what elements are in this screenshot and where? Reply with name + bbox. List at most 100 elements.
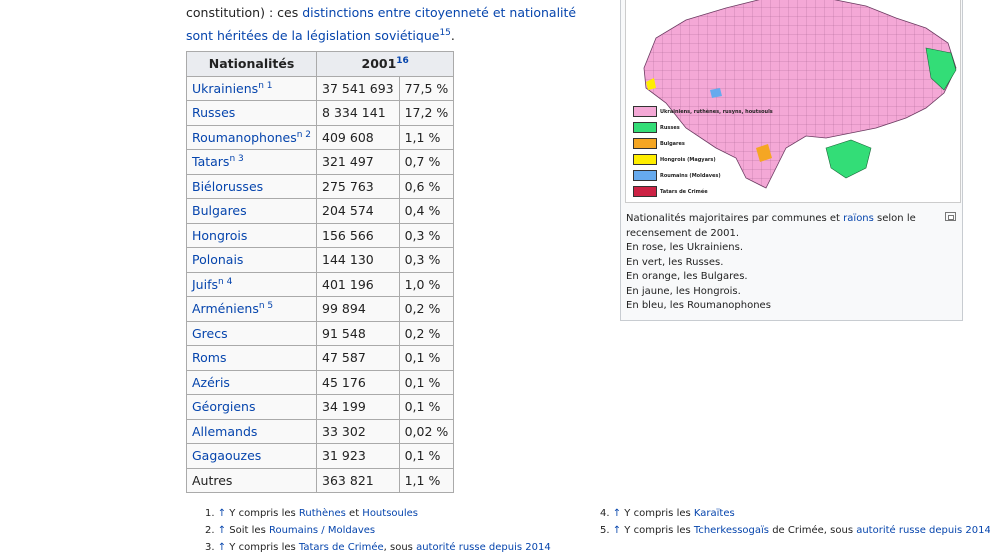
table-row: Juifsn 4 401 196 1,0 % bbox=[185, 271, 455, 297]
legend-label: Russes bbox=[660, 124, 680, 131]
nationality-link[interactable]: Roms bbox=[192, 350, 227, 366]
note-2: 2. ↑ Soit les Roumains / Moldaves bbox=[205, 522, 551, 539]
nationality-cell: Ukrainiensn 1 bbox=[185, 75, 318, 101]
legend-swatch bbox=[633, 138, 657, 149]
note-3: 3. ↑ Y compris les Tatars de Crimée, sou… bbox=[205, 539, 551, 556]
ukraine-nationalities-map[interactable]: Ukrainiens, ruthènes, rusyns, houtsouls R… bbox=[625, 0, 961, 203]
autorite-russe-link[interactable]: autorité russe depuis 2014 bbox=[856, 525, 990, 536]
note-text: Soit les bbox=[226, 525, 269, 536]
note-text: Y compris les bbox=[621, 525, 694, 536]
note-number: 4. bbox=[600, 508, 610, 519]
nationality-link[interactable]: Tatars bbox=[192, 154, 230, 170]
caption-line: En orange, les Bulgares. bbox=[626, 271, 748, 282]
crimea-russes-region bbox=[825, 139, 872, 179]
nationality-link[interactable]: Arméniens bbox=[192, 301, 259, 317]
ref-15-link[interactable]: 15 bbox=[439, 28, 451, 38]
note-text: Y compris les bbox=[621, 508, 694, 519]
bulgares-region bbox=[756, 144, 772, 162]
percent-cell: 0,3 % bbox=[398, 222, 455, 248]
nationality-link[interactable]: Hongrois bbox=[192, 227, 248, 243]
legend-item: Roumains (Moldaves) bbox=[633, 170, 721, 181]
raions-link[interactable]: raïons bbox=[843, 213, 874, 224]
table-row: Tatarsn 3 321 497 0,7 % bbox=[185, 149, 455, 175]
percent-cell: 77,5 % bbox=[398, 75, 455, 101]
nationality-cell: Biélorusses bbox=[185, 173, 318, 199]
note-ref-link[interactable]: n 2 bbox=[296, 129, 312, 140]
note-ref-link[interactable]: n 3 bbox=[229, 154, 244, 165]
backref-arrow[interactable]: ↑ bbox=[612, 508, 622, 519]
note-text: Y compris les bbox=[226, 542, 299, 553]
header-year: 2001 bbox=[361, 56, 397, 72]
hongrois-region bbox=[646, 78, 656, 90]
note-ref-link[interactable]: n 4 bbox=[218, 276, 233, 287]
enlarge-icon[interactable] bbox=[945, 212, 956, 221]
map-image bbox=[643, 0, 957, 189]
nationality-link[interactable]: Juifs bbox=[192, 276, 218, 292]
legend-swatch bbox=[633, 154, 657, 165]
nationality-link[interactable]: Gagaouzes bbox=[192, 448, 262, 464]
header-2001: 200116 bbox=[316, 51, 455, 77]
nationality-link[interactable]: Russes bbox=[192, 105, 236, 121]
roumains-moldaves-link[interactable]: Roumains / Moldaves bbox=[268, 525, 376, 536]
nationality-link[interactable]: Ukrainiens bbox=[192, 80, 259, 96]
population-cell: 156 566 bbox=[316, 222, 400, 248]
population-cell: 34 199 bbox=[316, 394, 400, 420]
backref-arrow[interactable]: ↑ bbox=[217, 508, 227, 519]
notes-right: 4. ↑ Y compris les Karaïtes 5. ↑ Y compr… bbox=[600, 505, 990, 539]
nationality-link[interactable]: Bulgares bbox=[192, 203, 247, 219]
nationality-cell: Allemands bbox=[185, 418, 318, 444]
population-cell: 144 130 bbox=[316, 247, 400, 273]
tatars-de-crimee-link[interactable]: Tatars de Crimée bbox=[298, 542, 384, 553]
nationality-link[interactable]: Grecs bbox=[192, 325, 228, 341]
backref-arrow[interactable]: ↑ bbox=[612, 525, 622, 536]
karaites-link[interactable]: Karaïtes bbox=[693, 508, 735, 519]
legend-swatch bbox=[633, 186, 657, 197]
tcherkessogais-link[interactable]: Tcherkessogaïs bbox=[693, 525, 770, 536]
backref-arrow[interactable]: ↑ bbox=[217, 525, 227, 536]
ref-16-link[interactable]: 16 bbox=[396, 56, 409, 67]
percent-cell: 0,1 % bbox=[398, 345, 455, 371]
population-cell: 409 608 bbox=[316, 124, 400, 150]
soviet-legislation-link[interactable]: distinctions entre citoyenneté et nation… bbox=[186, 5, 577, 44]
nationality-link[interactable]: Azéris bbox=[192, 374, 230, 390]
table-row: Russes 8 334 141 17,2 % bbox=[185, 100, 455, 126]
note-text: , sous bbox=[383, 542, 417, 553]
note-ref-link[interactable]: n 1 bbox=[258, 80, 273, 91]
percent-cell: 0,1 % bbox=[398, 443, 455, 469]
nationality-cell: Polonais bbox=[185, 247, 318, 273]
population-cell: 363 821 bbox=[316, 467, 400, 493]
note-text: et bbox=[345, 508, 363, 519]
nationality-link[interactable]: Polonais bbox=[192, 252, 244, 268]
percent-cell: 17,2 % bbox=[398, 100, 455, 126]
nationalities-table: Nationalités 200116 Ukrainiensn 1 37 541 … bbox=[185, 51, 455, 493]
note-text: de Crimée, sous bbox=[769, 525, 857, 536]
note-ref-link[interactable]: n 5 bbox=[258, 301, 274, 312]
table-row: Roms 47 587 0,1 % bbox=[185, 345, 455, 371]
autorite-russe-link[interactable]: autorité russe depuis 2014 bbox=[416, 542, 551, 553]
percent-cell: 1,1 % bbox=[398, 124, 455, 150]
table-row: Roumanophonesn 2 409 608 1,1 % bbox=[185, 124, 455, 150]
table-row: Polonais 144 130 0,3 % bbox=[185, 247, 455, 273]
nationality-link[interactable]: Roumanophones bbox=[192, 129, 297, 145]
houtsoules-link[interactable]: Houtsoules bbox=[362, 508, 418, 519]
table-row: Grecs 91 548 0,2 % bbox=[185, 320, 455, 346]
population-cell: 321 497 bbox=[316, 149, 400, 175]
nationality-cell: Gagaouzes bbox=[185, 443, 318, 469]
ruthenes-link[interactable]: Ruthènes bbox=[298, 508, 346, 519]
nationality-link[interactable]: Biélorusses bbox=[192, 178, 264, 194]
note-number: 2. bbox=[205, 525, 215, 536]
intro-text: constitution) : ces bbox=[186, 5, 303, 20]
nationality-link[interactable]: Allemands bbox=[192, 423, 258, 439]
percent-cell: 1,0 % bbox=[398, 271, 455, 297]
table-row: Hongrois 156 566 0,3 % bbox=[185, 222, 455, 248]
legend-label: Bulgares bbox=[660, 140, 685, 147]
map-thumbnail: Ukrainiens, ruthènes, rusyns, houtsouls R… bbox=[620, 0, 963, 321]
percent-cell: 0,2 % bbox=[398, 320, 455, 346]
table-row: Géorgiens 34 199 0,1 % bbox=[185, 394, 455, 420]
legend-item: Ukrainiens, ruthènes, rusyns, houtsouls bbox=[633, 106, 773, 117]
other-name-cell: Autres bbox=[185, 467, 318, 493]
nationality-link[interactable]: Géorgiens bbox=[192, 399, 256, 415]
legend-item: Russes bbox=[633, 122, 680, 133]
backref-arrow[interactable]: ↑ bbox=[217, 542, 227, 553]
legend-item: Hongrois (Magyars) bbox=[633, 154, 716, 165]
